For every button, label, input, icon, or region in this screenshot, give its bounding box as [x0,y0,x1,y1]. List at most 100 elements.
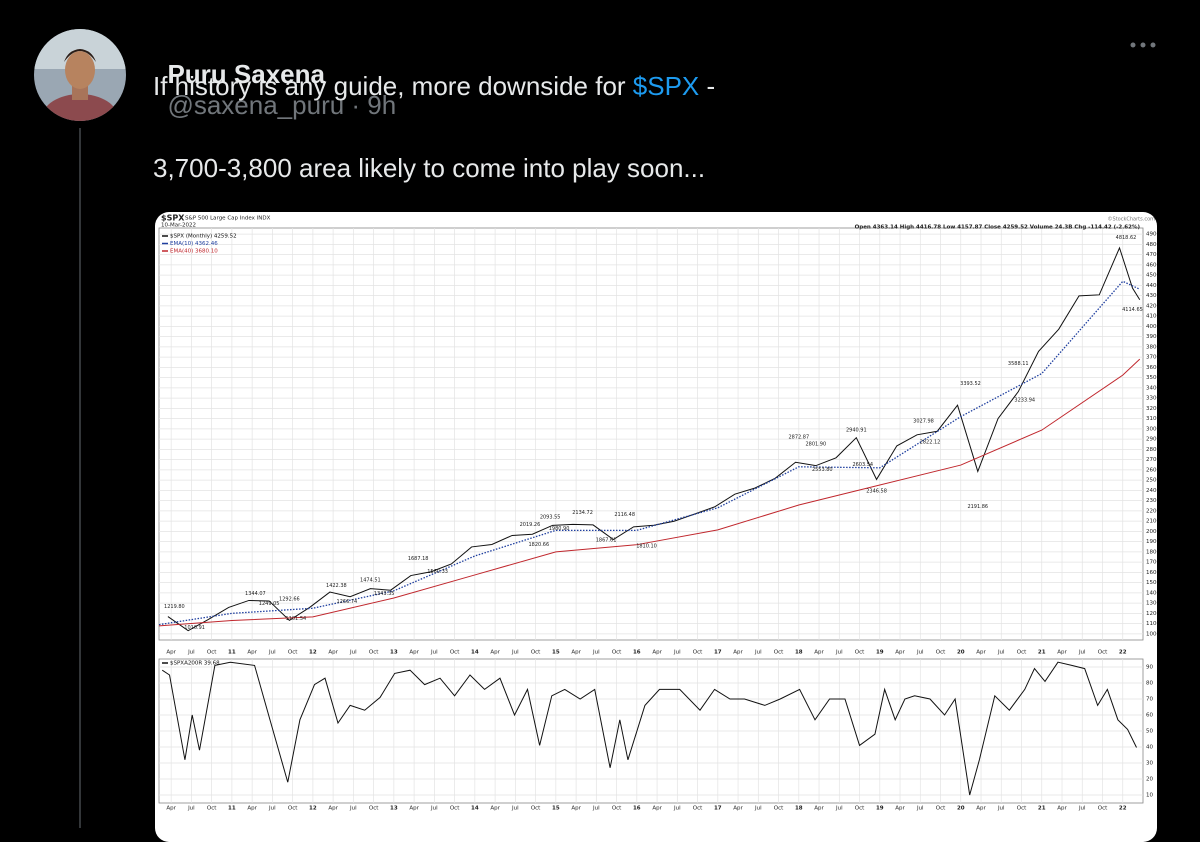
y-tick-label: 4700 [1146,252,1157,258]
x-tick-label: Jul [754,650,762,656]
x-tick-label: Oct [693,650,703,656]
x-tick-label: Oct [1017,650,1027,656]
y-tick-label: 20 [1146,777,1153,783]
y-tick-label: 3900 [1146,334,1157,340]
x-tick-label: 15 [552,650,560,656]
price-annotation: 1867.61 [596,537,617,543]
legend-label: $SPX (Monthly) 4259.52 [170,234,237,240]
price-annotation: 2134.72 [572,510,593,516]
x-tick-label: Oct [369,806,379,812]
y-tick-label: 4900 [1146,232,1157,238]
y-tick-label: 2100 [1146,519,1157,525]
price-annotation: 1687.18 [408,556,429,562]
x-tick-label: Jul [268,650,276,656]
x-tick-label: Apr [1057,650,1067,656]
price-annotation: 2019.26 [520,522,541,528]
price-annotation: 2801.90 [805,442,826,448]
x-tick-label: 11 [228,650,236,656]
quote-line: Open 4363.14 High 4416.78 Low 4157.87 Cl… [855,225,1141,231]
x-tick-label: Oct [1098,806,1108,812]
x-tick-label: Oct [531,650,541,656]
x-tick-label: Apr [571,806,581,812]
author-name[interactable]: Puru Saxena [167,59,325,89]
y-tick-label: 2000 [1146,529,1157,535]
x-tick-label: Apr [895,806,905,812]
price-annotation: 2093.55 [540,514,561,520]
x-tick-label: Jul [430,650,438,656]
x-tick-label: Oct [612,650,622,656]
y-tick-label: 2900 [1146,437,1157,443]
x-tick-label: Jul [187,806,195,812]
x-tick-label: Apr [895,650,905,656]
y-tick-label: 4800 [1146,242,1157,248]
y-tick-label: 1800 [1146,549,1157,555]
price-annotation: 3233.94 [1014,397,1035,403]
x-tick-label: 18 [795,806,803,812]
x-tick-label: Jul [754,806,762,812]
price-annotation: 1560.33 [427,569,448,575]
x-tick-label: Oct [207,806,217,812]
x-tick-label: Jul [349,806,357,812]
avatar[interactable] [34,29,126,142]
x-tick-label: Apr [409,650,419,656]
x-tick-label: Oct [936,806,946,812]
x-tick-label: Jul [1078,650,1086,656]
price-annotation: 1219.80 [164,604,185,610]
y-tick-label: 2400 [1146,488,1157,494]
y-tick-label: 10 [1146,793,1153,799]
price-annotation: 1266.74 [337,599,358,605]
price-annotation: 3588.11 [1008,361,1029,367]
x-tick-label: 11 [228,806,236,812]
y-tick-label: 3500 [1146,375,1157,381]
y-tick-label: 50 [1146,729,1153,735]
x-tick-label: Jul [835,806,843,812]
y-tick-label: 1900 [1146,539,1157,545]
x-tick-label: 13 [390,650,398,656]
x-tick-label: 20 [957,806,965,812]
x-tick-label: Oct [1017,806,1027,812]
x-tick-label: Jul [997,806,1005,812]
x-tick-label: Oct [450,806,460,812]
price-annotation: 1249.05 [259,601,280,607]
x-tick-label: Apr [652,806,662,812]
x-tick-label: Apr [1057,806,1067,812]
x-tick-label: Oct [207,650,217,656]
media-card[interactable]: 1000 1100 1200 1300 1400 1500 1600 1700 1800 1900… [155,212,1157,842]
y-tick-label: 3000 [1146,426,1157,432]
x-tick-label: Oct [855,806,865,812]
price-annotation: 1422.38 [326,583,347,589]
tweet-text-line: 3,700-3,800 area likely to come into pla… [153,153,706,183]
x-tick-label: 12 [309,806,317,812]
price-annotation: 1343.35 [374,591,395,597]
x-tick-label: Oct [288,650,298,656]
x-tick-label: Jul [1078,806,1086,812]
y-tick-label: 3600 [1146,365,1157,371]
x-tick-label: 14 [471,650,479,656]
x-tick-label: 19 [876,806,884,812]
price-annotation: 3027.98 [913,419,934,425]
x-tick-label: Jul [430,806,438,812]
x-tick-label: Jul [673,806,681,812]
handle-time[interactable]: @saxena_puru · 9h [167,90,397,120]
y-tick-label: 1700 [1146,560,1157,566]
y-tick-label: 2800 [1146,447,1157,453]
y-tick-label: 2500 [1146,478,1157,484]
price-annotation: 1810.10 [636,543,657,549]
y-tick-label: 4600 [1146,262,1157,268]
y-tick-label: 4500 [1146,273,1157,279]
more-button[interactable] [1130,42,1156,48]
x-tick-label: Jul [916,806,924,812]
price-annotation: 2603.54 [852,462,873,468]
price-annotation: 1980.90 [549,526,570,532]
x-tick-label: Jul [349,650,357,656]
x-tick-label: Oct [288,806,298,812]
y-tick-label: 2600 [1146,467,1157,473]
x-tick-label: Oct [531,806,541,812]
price-annotation: 4818.62 [1116,235,1137,241]
chart-date: 10-Mar-2022 [161,223,196,229]
x-tick-label: 21 [1038,806,1046,812]
cashtag[interactable]: $SPX [632,71,700,101]
x-tick-label: 21 [1038,650,1046,656]
x-tick-label: 18 [795,650,803,656]
x-tick-label: Apr [247,806,257,812]
